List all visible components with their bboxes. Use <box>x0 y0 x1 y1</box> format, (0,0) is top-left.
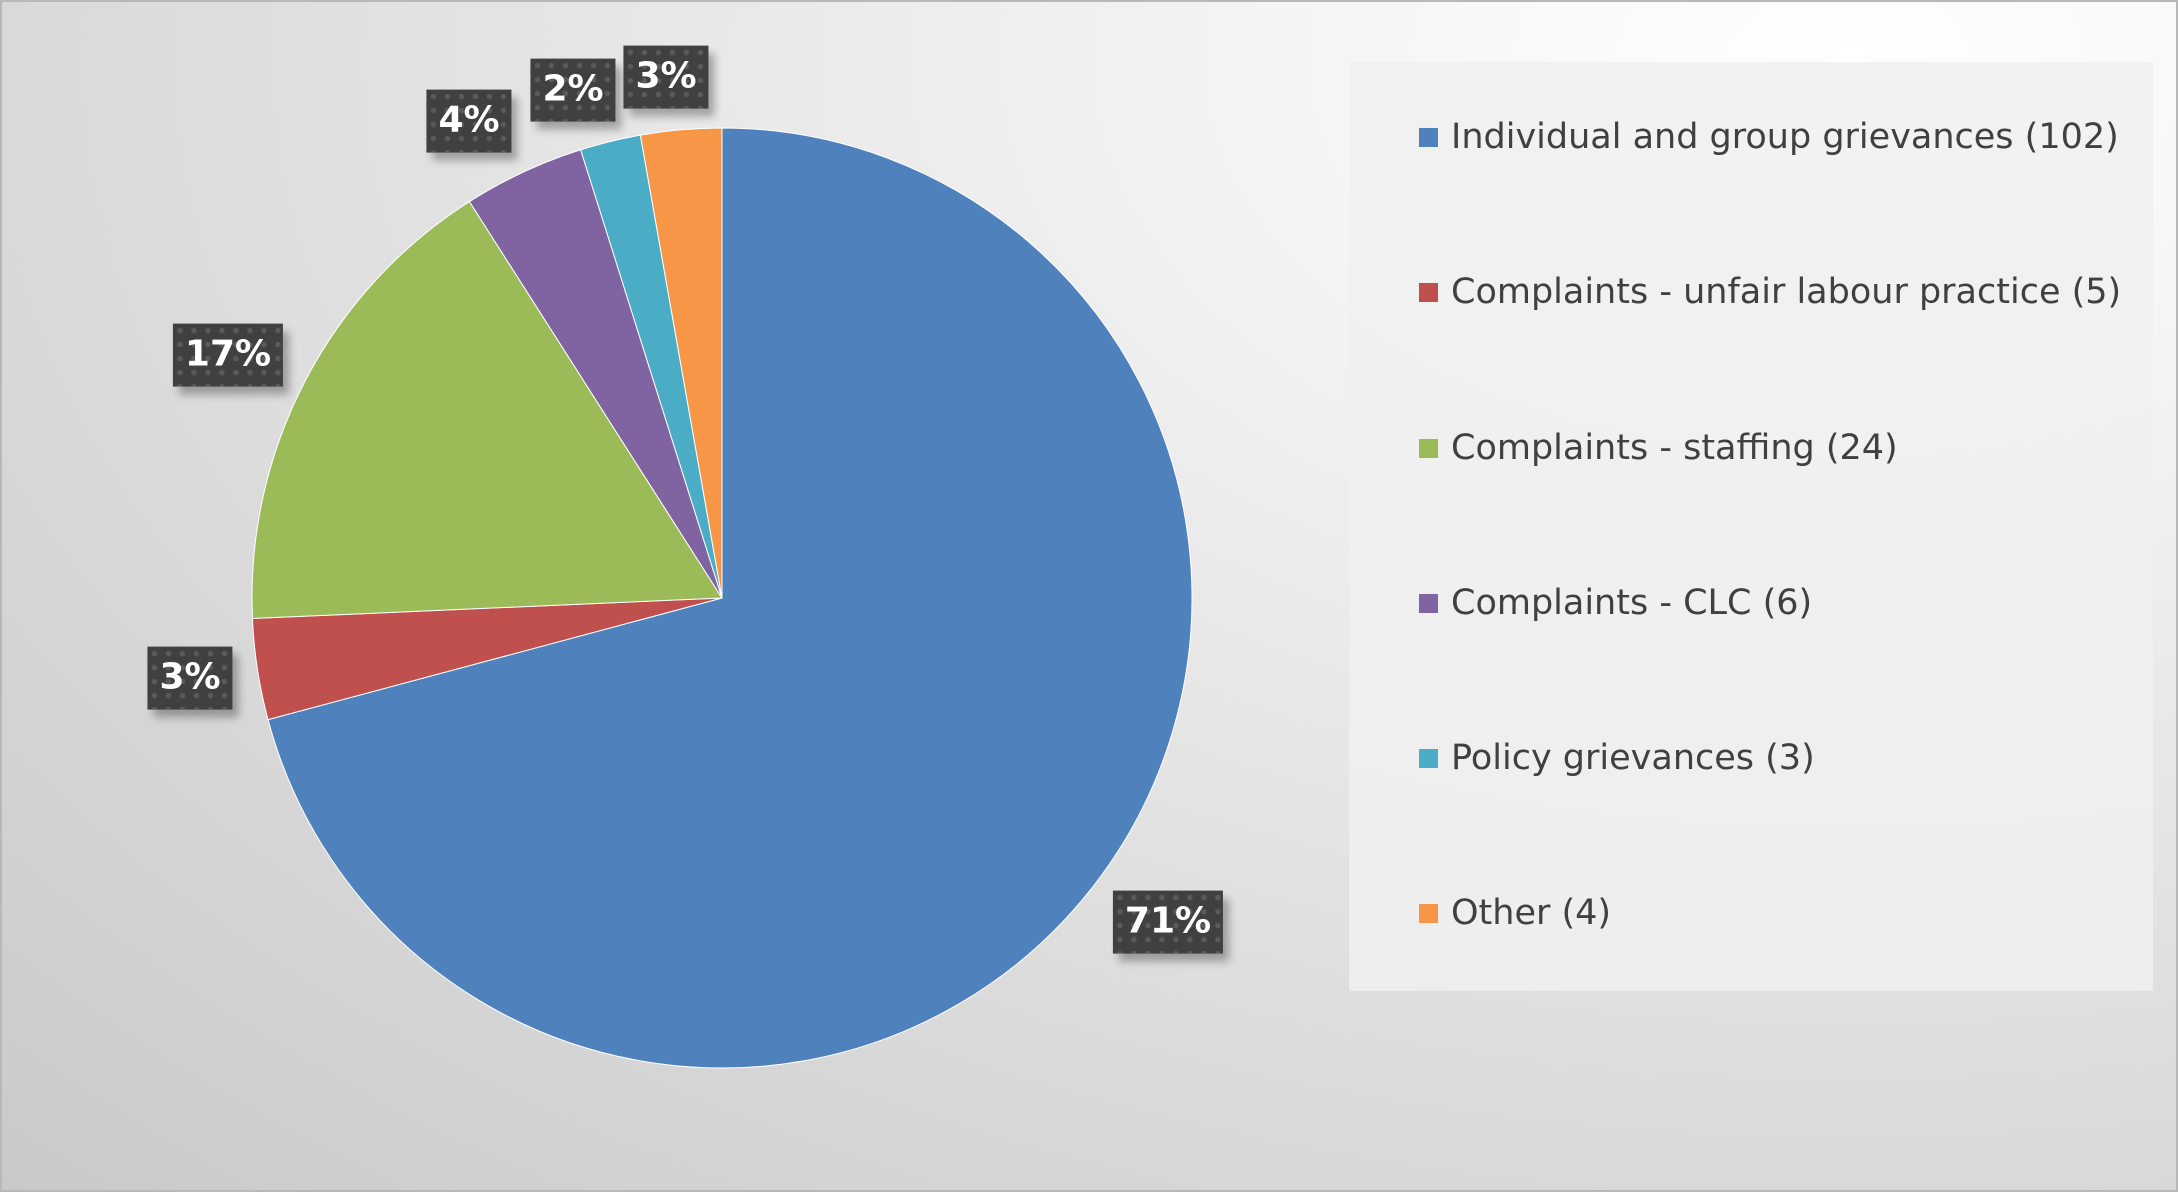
data-label: 3% <box>623 45 709 109</box>
legend-item: Policy grievances (3) <box>1419 738 1815 778</box>
legend-item: Complaints - staffing (24) <box>1419 428 1898 468</box>
legend-label: Complaints - unfair labour practice (5) <box>1451 272 2122 312</box>
legend-swatch <box>1419 748 1438 768</box>
pie-slice <box>639 127 723 599</box>
legend-label: Other (4) <box>1451 893 1612 933</box>
pie-slice <box>267 127 1193 1069</box>
legend-swatch <box>1419 903 1438 923</box>
legend-label: Policy grievances (3) <box>1451 738 1815 778</box>
data-label: 3% <box>147 646 233 710</box>
pie-slice <box>251 200 723 620</box>
legend-swatch <box>1419 127 1438 147</box>
legend-item: Complaints - CLC (6) <box>1419 583 1812 623</box>
legend-label: Complaints - CLC (6) <box>1451 583 1813 623</box>
legend-label: Complaints - staffing (24) <box>1451 428 1898 468</box>
data-label: 17% <box>172 323 284 387</box>
legend-swatch <box>1419 438 1438 458</box>
legend-item: Other (4) <box>1419 893 1611 933</box>
legend-label: Individual and group grievances (102) <box>1451 117 2119 157</box>
data-label: 4% <box>426 89 512 153</box>
data-label: 2% <box>530 58 616 122</box>
legend-swatch <box>1419 282 1438 302</box>
legend-item: Individual and group grievances (102) <box>1419 117 2119 157</box>
legend: Individual and group grievances (102) Com… <box>1349 62 2153 991</box>
legend-item: Complaints - unfair labour practice (5) <box>1419 272 2121 312</box>
legend-swatch <box>1419 593 1438 613</box>
data-label: 71% <box>1112 890 1224 954</box>
